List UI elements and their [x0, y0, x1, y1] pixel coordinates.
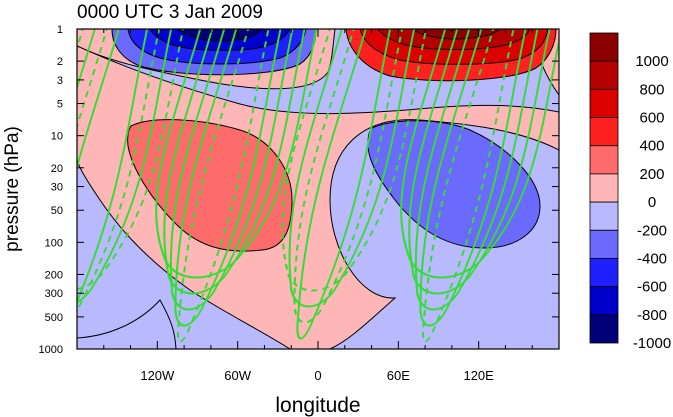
x-axis-label: longitude: [275, 394, 360, 417]
contour-dashed: [176, 29, 271, 343]
y-tick-label: 20: [51, 163, 63, 175]
contour-packet: [400, 29, 559, 343]
contour-solid: [414, 29, 540, 311]
colorbar-label: -600: [637, 279, 667, 296]
y-tick-label: 5: [57, 99, 63, 111]
colorbar-swatch: [589, 173, 619, 203]
green-contour-lines: [77, 29, 559, 343]
contour-packet: [281, 29, 428, 340]
colorbar-label: 1000: [635, 53, 668, 70]
field-positive-core: [127, 119, 293, 252]
x-tick-label: 120W: [140, 368, 175, 383]
colorbar: 1000 800 600 400 200 0 -200 -400 -600 -800 -1000: [589, 32, 671, 352]
colorbar-label: -800: [637, 307, 667, 324]
contour-solid: [174, 29, 283, 327]
filled-contours: [77, 29, 559, 349]
y-tick-label: 1000: [39, 344, 63, 356]
y-tick-label: 200: [45, 269, 63, 281]
x-axis: 120W 60W 0 60E 120E: [76, 29, 560, 383]
y-tick-label: 300: [45, 288, 63, 300]
colorbar-label: -200: [637, 222, 667, 239]
x-tick-label: 60W: [224, 368, 251, 383]
colorbar-swatch: [589, 60, 619, 90]
colorbar-swatch: [589, 88, 619, 118]
colorbar-swatch: [589, 314, 619, 344]
contour-solid: [155, 29, 319, 279]
colorbar-label: 0: [648, 194, 656, 211]
contour-solid: [400, 29, 559, 279]
chart-title: 0000 UTC 3 Jan 2009: [77, 2, 263, 23]
contour-solid: [296, 29, 392, 340]
contour-solid: [408, 29, 552, 295]
contour-packet: [155, 29, 319, 343]
colorbar-swatch: [589, 145, 619, 175]
field-negative-bottom-left: [77, 299, 177, 349]
contour-dashed: [281, 29, 428, 292]
y-tick-label: 3: [57, 75, 63, 87]
field-negative-core: [367, 120, 541, 249]
colorbar-label: 200: [639, 166, 664, 183]
y-tick-label: 500: [45, 312, 63, 324]
colorbar-label: -1000: [633, 335, 671, 352]
y-axis: 1 2 3 5 10 20 30 50 100 200 300 500 1000: [39, 24, 559, 356]
contour-dashed: [293, 29, 404, 324]
colorbar-swatch: [589, 258, 619, 288]
y-tick-label: 100: [45, 237, 63, 249]
colorbar-swatch: [589, 117, 619, 147]
contour-dashed: [421, 29, 516, 343]
contour-solid: [169, 29, 295, 311]
colorbar-label: -400: [637, 250, 667, 267]
colorbar-swatch: [589, 229, 619, 259]
colorbar-swatch: [589, 201, 619, 231]
colorbar-label: 400: [639, 138, 664, 155]
contour-solid: [163, 29, 307, 295]
contour-solid: [77, 29, 173, 308]
contour-packet: [77, 29, 185, 340]
y-tick-label: 10: [51, 131, 63, 143]
y-tick-label: 30: [51, 182, 63, 194]
x-tick-label: 60E: [387, 368, 410, 383]
colorbar-label: 600: [639, 110, 664, 127]
y-tick-label: 2: [57, 56, 63, 68]
y-tick-label: 50: [51, 205, 63, 217]
contour-dashed: [77, 29, 161, 324]
plot-area: [77, 29, 559, 349]
y-axis-label: pressure (hPa): [2, 126, 23, 252]
contour-solid: [77, 29, 149, 340]
x-tick-label: 120E: [463, 368, 494, 383]
colorbar-swatch: [589, 32, 619, 62]
colorbar-label: 800: [639, 81, 664, 98]
colorbar-swatch: [589, 286, 619, 316]
y-tick-label: 1: [57, 24, 63, 36]
contour-solid: [288, 29, 416, 308]
x-tick-label: 0: [314, 368, 321, 383]
contour-solid: [419, 29, 528, 327]
